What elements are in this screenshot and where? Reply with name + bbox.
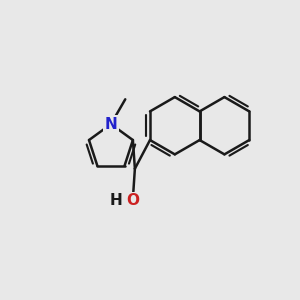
Text: O: O — [126, 193, 140, 208]
Text: N: N — [105, 117, 117, 132]
Text: H: H — [110, 193, 122, 208]
